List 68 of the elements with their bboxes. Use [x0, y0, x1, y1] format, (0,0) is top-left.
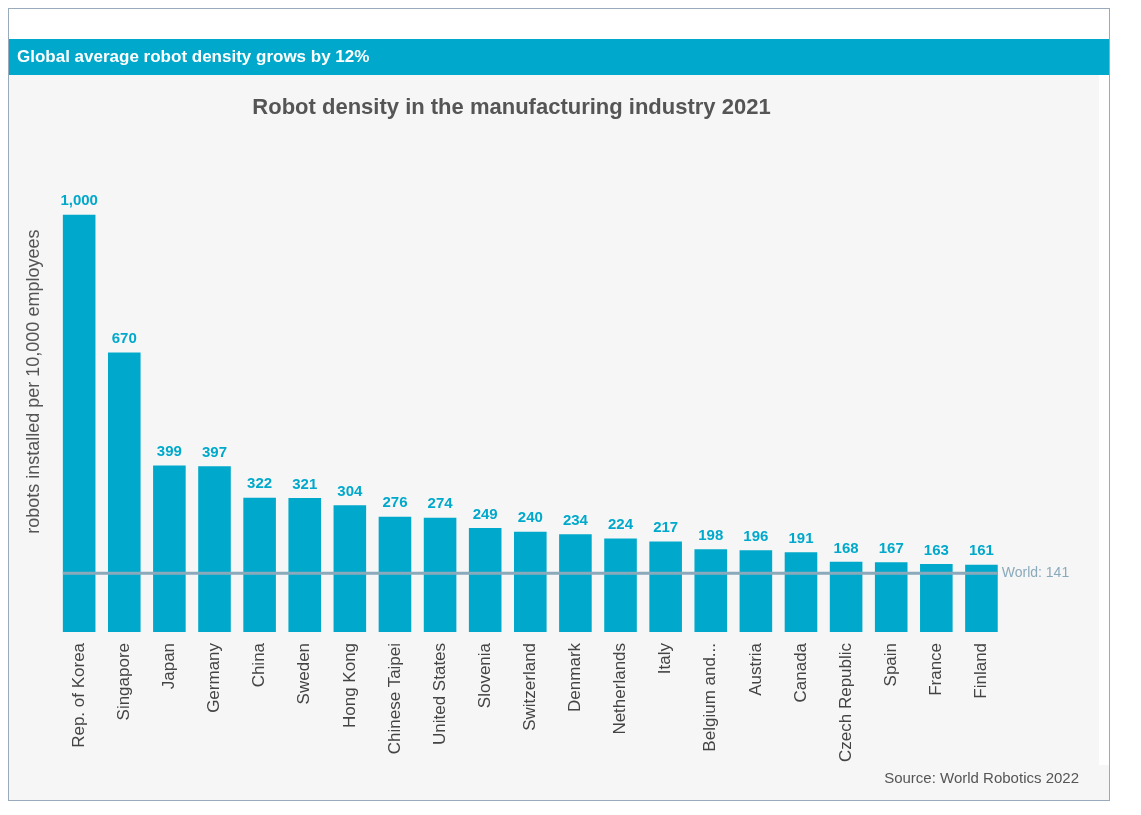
- bar: [559, 534, 592, 632]
- data-label: 198: [698, 525, 724, 543]
- x-tick-label: Slovenia: [474, 642, 494, 709]
- x-tick-label: Netherlands: [610, 642, 630, 735]
- x-tick-label: Czech Republic: [835, 642, 855, 762]
- x-tick-label: Singapore: [113, 642, 133, 721]
- data-label: 304: [337, 481, 364, 499]
- data-label: 196: [743, 526, 769, 544]
- x-tick-label: United States: [429, 642, 449, 745]
- bar: [739, 550, 773, 632]
- bar: [198, 466, 231, 632]
- x-tick-label: Germany: [204, 642, 224, 713]
- x-tick-label: Rep. of Korea: [68, 642, 88, 748]
- bar: [965, 564, 998, 632]
- x-tick-label: Italy: [655, 642, 675, 675]
- bar: [288, 498, 322, 632]
- x-tick-label: Canada: [790, 642, 810, 703]
- bar: [243, 497, 276, 632]
- x-tick-label: Chinese Taipei: [384, 642, 404, 755]
- bar: [649, 541, 682, 632]
- x-tick-label: Belgium and...: [700, 642, 720, 752]
- data-label: 217: [653, 518, 679, 536]
- x-tick-label: Sweden: [294, 642, 314, 705]
- bar: [468, 528, 502, 632]
- data-label: 224: [608, 515, 634, 533]
- data-label: 274: [427, 494, 454, 512]
- chart-subtitle: Robot density in the manufacturing industry 2021: [252, 94, 771, 120]
- bar: [514, 531, 547, 632]
- x-tick-label: Japan: [159, 642, 179, 690]
- bar: [694, 549, 728, 632]
- data-label: 399: [156, 442, 182, 460]
- bar: [874, 562, 908, 632]
- data-label: 397: [201, 442, 228, 460]
- y-axis-title: robots installed per 10,000 employees: [22, 229, 43, 534]
- ref-line-label: World: 141: [1001, 563, 1070, 580]
- data-label: 240: [517, 508, 543, 526]
- x-tick-label: Spain: [880, 642, 900, 687]
- bar: [829, 561, 863, 632]
- x-tick-label: France: [926, 642, 946, 696]
- data-label: 321: [292, 474, 318, 492]
- bar: [920, 563, 953, 632]
- x-tick-label: China: [249, 642, 269, 688]
- data-label: 276: [382, 493, 408, 511]
- source-note: Source: World Robotics 2022: [9, 765, 1109, 800]
- x-tick-label: Hong Kong: [339, 642, 359, 729]
- bar: [604, 538, 637, 632]
- x-tick-label: Finland: [971, 642, 991, 699]
- data-label: 161: [968, 541, 994, 559]
- data-label: 168: [833, 538, 859, 556]
- data-label: 234: [562, 510, 589, 528]
- data-label: 670: [111, 329, 137, 347]
- data-label: 1,000: [60, 191, 98, 209]
- x-tick-label: Denmark: [565, 642, 585, 712]
- data-label: 163: [923, 540, 949, 558]
- data-label: 191: [788, 528, 814, 546]
- bar: [378, 516, 412, 632]
- chart-title: Global average robot density grows by 12%: [9, 39, 1109, 75]
- bar: [62, 214, 96, 632]
- bar: [784, 552, 818, 632]
- bar: [153, 465, 186, 632]
- data-label: 249: [472, 504, 498, 522]
- x-tick-label: Switzerland: [519, 642, 539, 731]
- bar: [423, 517, 457, 632]
- data-label: 322: [247, 474, 273, 492]
- bar: [333, 505, 367, 632]
- data-label: 167: [878, 538, 904, 556]
- x-tick-label: Austria: [745, 642, 765, 696]
- bar: [107, 352, 141, 632]
